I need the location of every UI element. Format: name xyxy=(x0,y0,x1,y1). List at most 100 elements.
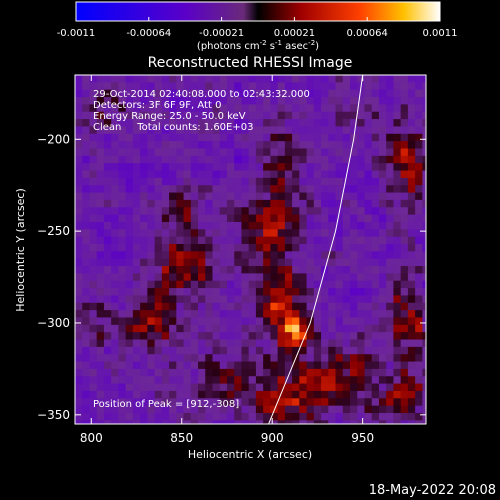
heatmap-cell xyxy=(219,229,228,238)
heatmap-cell xyxy=(212,420,221,424)
heatmap-cell xyxy=(198,288,206,296)
heatmap-cell xyxy=(219,288,228,296)
heatmap-cell xyxy=(364,280,373,289)
heatmap-cell xyxy=(342,221,351,230)
heatmap-cell xyxy=(415,89,423,98)
heatmap-cell xyxy=(190,236,199,245)
heatmap-cell xyxy=(169,82,177,91)
heatmap-cell xyxy=(161,346,170,355)
heatmap-cell xyxy=(169,339,177,348)
heatmap-cell xyxy=(386,97,394,105)
heatmap-cell xyxy=(263,376,271,385)
heatmap-cell xyxy=(140,324,148,333)
heatmap-cell xyxy=(263,324,271,333)
heatmap-cell xyxy=(393,89,402,98)
heatmap-cell xyxy=(357,398,365,407)
heatmap-cell xyxy=(75,317,83,326)
heatmap-cell xyxy=(82,332,90,341)
heatmap-cell xyxy=(335,119,344,127)
heatmap-cell xyxy=(103,361,112,370)
heatmap-cell xyxy=(292,75,300,83)
heatmap-cell xyxy=(75,111,83,120)
heatmap-cell xyxy=(125,192,134,201)
heatmap-cell xyxy=(357,354,365,363)
heatmap-cell xyxy=(147,141,156,149)
heatmap-cell xyxy=(132,412,141,421)
heatmap-cell xyxy=(118,332,127,341)
heatmap-cell xyxy=(190,104,199,113)
heatmap-cell xyxy=(284,310,293,318)
heatmap-cell xyxy=(364,273,373,282)
heatmap-cell xyxy=(263,236,271,245)
heatmap-cell xyxy=(400,89,409,98)
heatmap-cell xyxy=(284,148,293,157)
heatmap-cell xyxy=(342,266,351,274)
heatmap-cell xyxy=(313,405,322,414)
heatmap-cell xyxy=(190,82,199,91)
heatmap-cell xyxy=(169,251,177,260)
heatmap-cell xyxy=(248,236,257,245)
heatmap-cell xyxy=(284,177,293,186)
heatmap-cell xyxy=(154,310,163,318)
heatmap-cell xyxy=(393,383,402,392)
heatmap-cell xyxy=(241,148,250,157)
heatmap-cell xyxy=(263,346,271,355)
heatmap-cell xyxy=(161,420,170,424)
heatmap-cell xyxy=(147,273,156,282)
heatmap-cell xyxy=(89,119,98,127)
heatmap-cell xyxy=(161,192,170,201)
heatmap-cell xyxy=(103,75,112,83)
heatmap-cell xyxy=(270,368,279,377)
heatmap-cell xyxy=(125,295,134,304)
heatmap-cell xyxy=(89,221,98,230)
heatmap-cell xyxy=(350,199,358,208)
heatmap-cell xyxy=(176,170,185,179)
heatmap-cell xyxy=(96,177,105,186)
heatmap-cell xyxy=(335,229,344,238)
colorbar: -0.0011 -0.00064 -0.00021 0.00021 0.00064 0.0… xyxy=(57,1,458,52)
heatmap-cell xyxy=(103,221,112,230)
heatmap-cell xyxy=(169,75,177,83)
heatmap-cell xyxy=(176,361,185,370)
generation-timestamp: 18-May-2022 20:08 xyxy=(369,483,496,498)
heatmap-cell xyxy=(82,155,90,164)
heatmap-cell xyxy=(328,104,337,113)
heatmap-cell xyxy=(226,266,235,274)
heatmap-cell xyxy=(219,302,228,311)
heatmap-cell xyxy=(407,221,416,230)
heatmap-cell xyxy=(103,199,112,208)
heatmap-cell xyxy=(378,339,387,348)
heatmap-cell xyxy=(132,266,141,274)
heatmap-cell xyxy=(89,133,98,142)
heatmap-cell xyxy=(422,383,426,392)
heatmap-cell xyxy=(75,170,83,179)
heatmap-cell xyxy=(357,177,365,186)
heatmap-cell xyxy=(328,148,337,157)
heatmap-cell xyxy=(357,214,365,223)
heatmap-cell xyxy=(255,324,264,333)
heatmap-cell xyxy=(255,185,264,194)
heatmap-cell xyxy=(335,310,344,318)
heatmap-cell xyxy=(154,199,163,208)
heatmap-cell xyxy=(299,266,308,274)
heatmap-cell xyxy=(277,89,286,98)
heatmap-cell xyxy=(75,390,83,399)
heatmap-cell xyxy=(422,243,426,252)
heatmap-cell xyxy=(407,258,416,267)
heatmap-cell xyxy=(313,141,322,149)
heatmap-cell xyxy=(364,258,373,267)
heatmap-cell xyxy=(75,368,83,377)
heatmap-cell xyxy=(400,126,409,135)
heatmap-cell xyxy=(241,258,250,267)
heatmap-cell xyxy=(190,368,199,377)
heatmap-cell xyxy=(386,368,394,377)
heatmap-cell xyxy=(111,126,119,135)
heatmap-cell xyxy=(371,412,380,421)
heatmap-cell xyxy=(364,302,373,311)
heatmap-cell xyxy=(292,170,300,179)
heatmap-cell xyxy=(103,288,112,296)
heatmap-cell xyxy=(125,339,134,348)
heatmap-cell xyxy=(140,192,148,201)
heatmap-cell xyxy=(241,243,250,252)
heatmap-cell xyxy=(335,346,344,355)
